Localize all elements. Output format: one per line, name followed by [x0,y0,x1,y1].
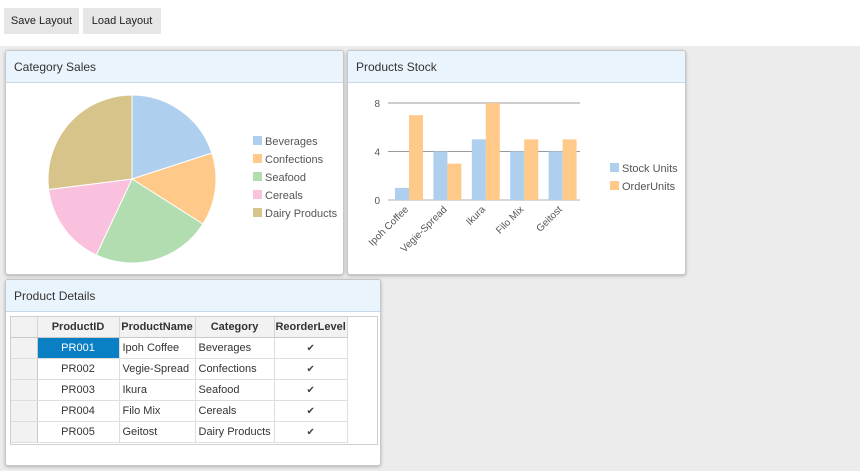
reorder-checkbox[interactable]: ✔ [274,421,348,443]
cell-category[interactable]: Cereals [195,400,275,422]
row-header[interactable] [11,379,38,401]
y-tick-label-4: 4 [374,148,380,159]
x-tick-label-geitost: Geitost [535,204,565,234]
cell-productname[interactable]: Vegie-Spread [119,358,196,380]
cell-category[interactable]: Seafood [195,379,275,401]
y-tick-label-8: 8 [374,99,380,110]
legend-label-seafood: Seafood [265,172,306,184]
dashboard-area: Category Sales Beverages Confections Seafo… [0,46,860,471]
legend-label-cereals: Cereals [265,190,303,202]
bar-stock-units-ikura [471,139,486,200]
column-header-productid[interactable]: ProductID [37,317,120,338]
x-tick-label-ikura: Ikura [464,204,488,228]
legend-label-dairy-products: Dairy Products [265,208,338,220]
bar-orderunits-geitost [562,139,577,200]
column-header-reorderlevel[interactable]: ReorderLevel [274,317,348,338]
row-header[interactable] [11,421,38,443]
product-details-grid[interactable]: ProductID ProductName Category ReorderLe… [10,316,378,445]
table-row[interactable]: PR005 Geitost Dairy Products ✔ [11,421,348,443]
table-row[interactable]: PR004 Filo Mix Cereals ✔ [11,400,348,422]
pie-slice-beverages [131,94,213,180]
legend-label-confections: Confections [265,154,324,166]
tile-header[interactable]: Products Stock [348,51,685,83]
tile-title: Products Stock [356,60,437,74]
cell-category[interactable]: Beverages [195,337,275,359]
legend-label-stock-units: Stock Units [622,163,678,175]
tile-title: Category Sales [14,60,97,74]
legend-swatch-cereals [253,190,262,199]
pie-slice-confections [130,152,217,225]
bar-stock-units-ipoh-coffee [395,187,409,200]
legend-swatch-stock-units [610,163,619,172]
save-layout-button[interactable]: Save Layout [4,8,79,34]
cell-productname[interactable]: Ipoh Coffee [119,337,196,359]
pie-slice-dairy-products [47,94,133,191]
cell-productname[interactable]: Filo Mix [119,400,196,422]
cell-productid[interactable]: PR001 [37,337,120,359]
category-sales-pie-chart: Beverages Confections Seafood Cereals Dairy … [47,94,338,264]
cell-productname[interactable]: Geitost [119,421,196,443]
reorder-checkbox[interactable]: ✔ [274,337,348,359]
cell-productid[interactable]: PR004 [37,400,120,422]
legend-label-orderunits: OrderUnits [622,181,676,193]
table-row[interactable]: PR002 Vegie-Spread Confections ✔ [11,358,348,380]
bar-stock-units-vegie-spread [433,151,448,200]
reorder-checkbox[interactable]: ✔ [274,358,348,380]
bar-orderunits-ipoh-coffee [409,115,423,200]
legend-swatch-beverages [253,136,262,145]
bar-stock-units-geitost [548,151,563,200]
cell-productid[interactable]: PR005 [37,421,120,443]
product-details-tile[interactable]: Product Details ProductID ProductName Ca… [5,279,381,466]
cell-productname[interactable]: Ikura [119,379,196,401]
table-row[interactable]: PR001 Ipoh Coffee Beverages ✔ [11,337,348,359]
bar-orderunits-ikura [485,103,500,200]
x-tick-label-filo-mix: Filo Mix [494,204,526,236]
legend-label-beverages: Beverages [265,136,318,148]
tile-title: Product Details [14,289,96,303]
legend-swatch-dairy-products [253,208,262,217]
reorder-checkbox[interactable]: ✔ [274,400,348,422]
bar-orderunits-filo-mix [524,139,539,200]
cell-category[interactable]: Dairy Products [195,421,275,443]
legend-swatch-seafood [253,172,262,181]
cell-productid[interactable]: PR002 [37,358,120,380]
row-header[interactable] [11,337,38,359]
bar-orderunits-vegie-spread [447,163,462,200]
pie-slice-cereals [48,178,133,256]
tile-header[interactable]: Category Sales [6,51,343,83]
legend-swatch-orderunits [610,181,619,190]
cell-productid[interactable]: PR003 [37,379,120,401]
column-header-productname[interactable]: ProductName [119,317,196,338]
row-header[interactable] [11,358,38,380]
category-sales-tile[interactable]: Category Sales Beverages Confections Seafo… [5,50,344,275]
reorder-checkbox[interactable]: ✔ [274,379,348,401]
table-row[interactable]: PR003 Ikura Seafood ✔ [11,379,348,401]
legend-swatch-confections [253,154,262,163]
grid-header-row: ProductID ProductName Category ReorderLe… [11,317,348,338]
cell-category[interactable]: Confections [195,358,275,380]
row-header[interactable] [11,400,38,422]
row-header-corner [11,317,38,338]
products-stock-tile[interactable]: Products Stock 0 4 8 Ipoh Coffee Vegie-Sprea… [347,50,686,275]
column-header-category[interactable]: Category [195,317,275,338]
tile-header[interactable]: Product Details [6,280,380,312]
pie-slice-seafood [95,178,204,264]
y-tick-label-0: 0 [374,196,380,207]
load-layout-button[interactable]: Load Layout [83,8,161,34]
bar-stock-units-filo-mix [510,151,525,200]
